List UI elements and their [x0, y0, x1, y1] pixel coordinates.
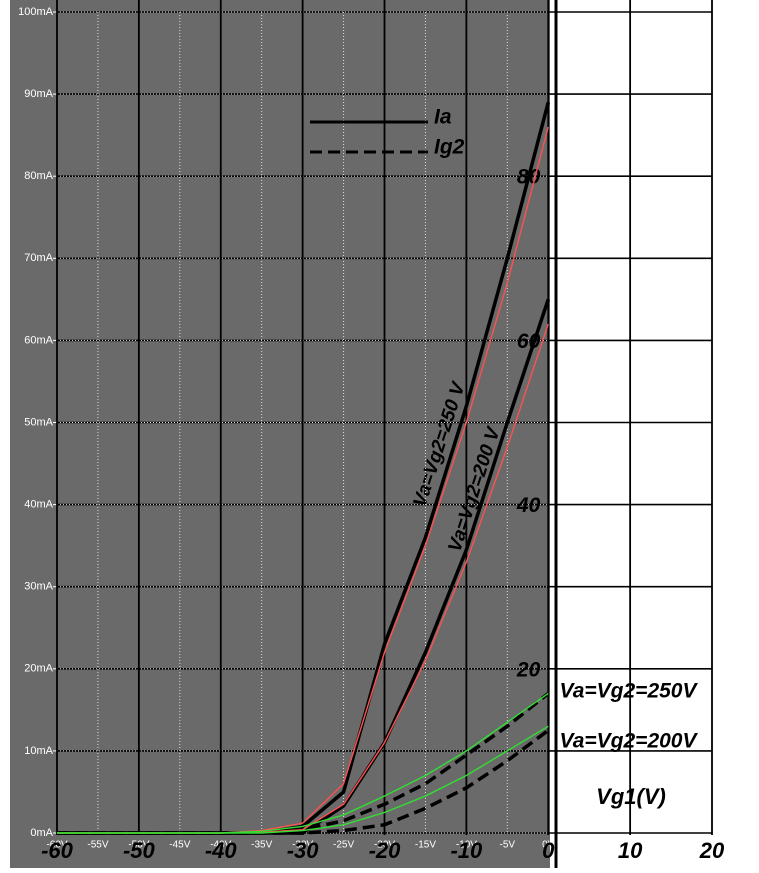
x-tick-label: -20V [374, 840, 395, 851]
x-tick-label: -50V [128, 840, 149, 851]
x-tick-label: -15V [415, 840, 436, 851]
scan-y-label: 40 [516, 494, 541, 517]
scan-x-label: -20 [369, 838, 402, 863]
scan-y-label: 20 [516, 658, 541, 681]
scan-x-label: 20 [699, 838, 725, 863]
x-tick-label: -5V [500, 840, 516, 851]
y-tick-label: 0mA [30, 827, 53, 839]
y-tick-label: 40mA [24, 499, 53, 511]
y-tick-label: 10mA [24, 745, 53, 757]
scan-x-label: -50 [123, 838, 156, 863]
y-tick-label: 50mA [24, 416, 53, 428]
curve-label: Va=Vg2=250V [560, 680, 699, 703]
scan-x-label: -30 [287, 838, 320, 863]
x-tick-label: 0V [542, 840, 555, 851]
scan-x-label: -40 [205, 838, 238, 863]
x-tick-label: -40V [210, 840, 231, 851]
legend-label: Ig2 [434, 136, 465, 159]
y-tick-label: 20mA [24, 663, 53, 675]
x-tick-label: -35V [251, 840, 272, 851]
y-tick-label: 90mA [24, 88, 53, 100]
legend-label: Ia [434, 106, 452, 129]
x-tick-label: -10V [456, 840, 477, 851]
x-tick-label: -45V [169, 840, 190, 851]
y-tick-label: 70mA [24, 252, 53, 264]
y-tick-label: 30mA [24, 581, 53, 593]
y-tick-label: 60mA [24, 334, 53, 346]
x-tick-label: -30V [292, 840, 313, 851]
plot-area [10, 0, 550, 868]
series-line [57, 725, 549, 834]
scan-x-label: 0 [542, 838, 555, 863]
x-tick-label: -55V [87, 840, 108, 851]
scan-x-label: -60 [41, 838, 74, 863]
x-tick-label: -25V [333, 840, 354, 851]
scan-x-label: -10 [450, 838, 483, 863]
y-tick-label: 100mA [18, 6, 54, 18]
curve-label: Va=Vg2=200V [560, 730, 699, 753]
y-tick-label: 80mA [24, 170, 53, 182]
x-tick-label: -60V [46, 840, 67, 851]
scan-x-label: 10 [618, 838, 643, 863]
